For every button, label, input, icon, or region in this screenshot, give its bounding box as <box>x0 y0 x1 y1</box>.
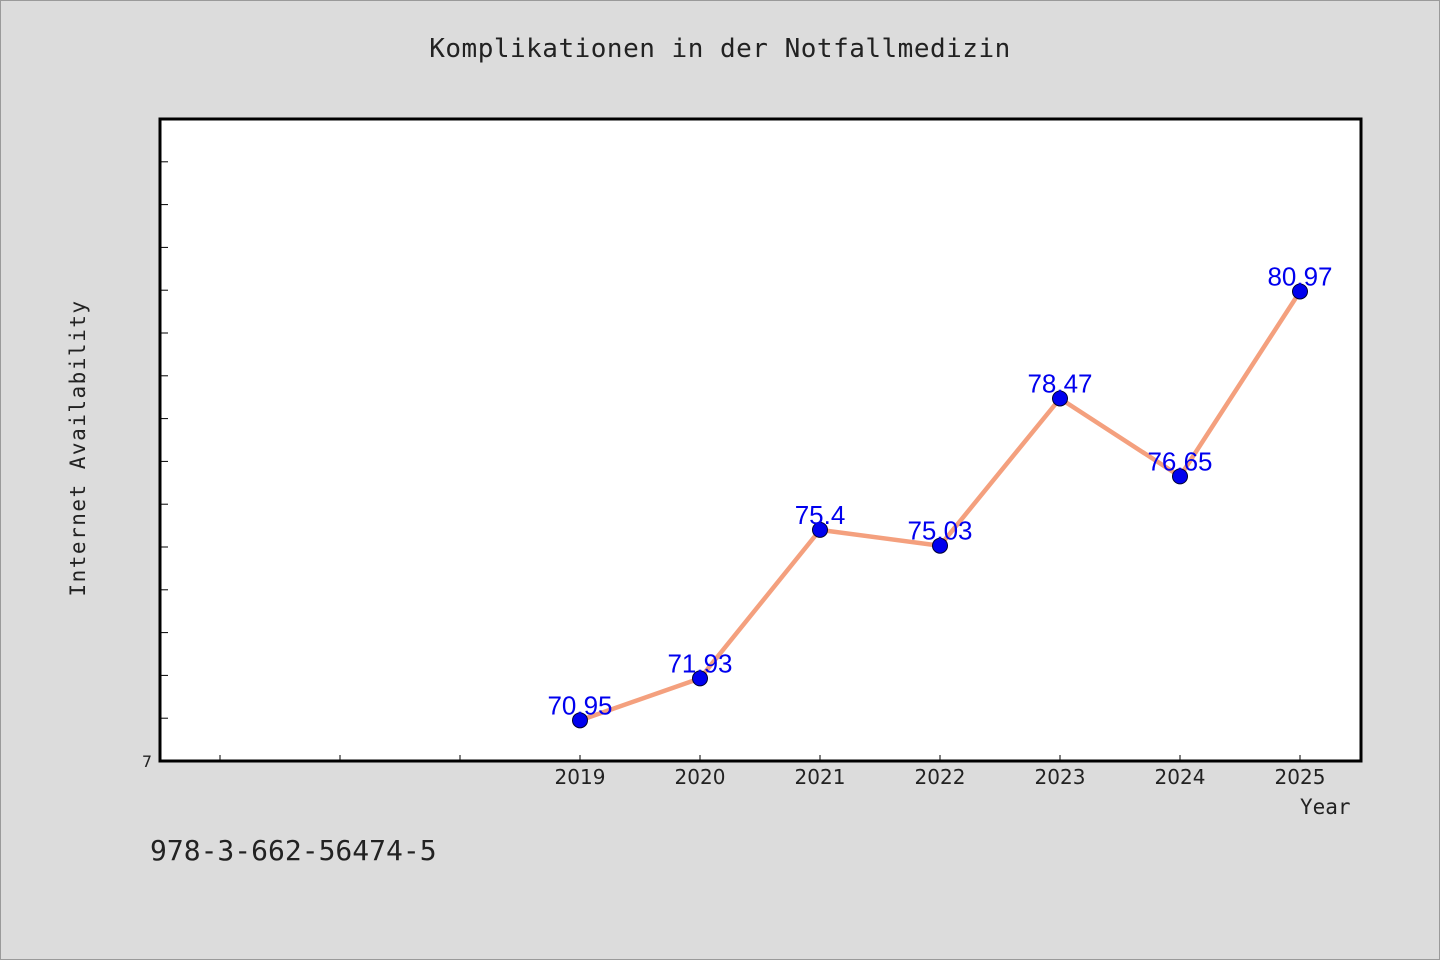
data-label: 75.03 <box>907 516 972 546</box>
y-axis-ticks: 7 <box>142 161 168 771</box>
data-label: 78.47 <box>1027 368 1092 398</box>
x-tick-label: 2022 <box>915 765 966 789</box>
data-point <box>692 670 708 687</box>
data-point <box>1172 468 1188 485</box>
data-label: 76.65 <box>1147 446 1212 476</box>
data-point <box>812 521 828 538</box>
data-label: 70.95 <box>547 690 612 720</box>
data-label: 80.97 <box>1267 261 1332 291</box>
data-point <box>572 712 588 729</box>
chart-title: Komplikationen in der Notfallmedizin <box>429 34 1011 64</box>
x-tick-label: 2025 <box>1275 765 1326 789</box>
data-label: 71.93 <box>667 648 732 678</box>
x-tick-label: 2024 <box>1155 765 1206 789</box>
x-axis-ticks: 2019 2020 2021 2022 2023 2024 2025 <box>219 755 1326 789</box>
x-tick-label: 2021 <box>795 765 846 789</box>
x-tick-label: 2020 <box>675 765 726 789</box>
y-tick-label: 7 <box>142 752 152 771</box>
plot-area <box>158 117 1363 763</box>
footnote-isbn: 978-3-662-56474-5 <box>150 834 437 867</box>
data-markers <box>572 283 1308 729</box>
data-point <box>932 537 948 554</box>
data-label: 75.4 <box>795 500 846 530</box>
data-labels: 70.95 71.93 75.4 75.03 78.47 76.65 80.97 <box>547 261 1332 720</box>
data-point <box>1292 283 1308 300</box>
x-axis-label: Year <box>1300 795 1351 819</box>
data-point <box>1052 390 1068 407</box>
x-tick-label: 2019 <box>555 765 606 789</box>
x-tick-label: 2023 <box>1035 765 1086 789</box>
